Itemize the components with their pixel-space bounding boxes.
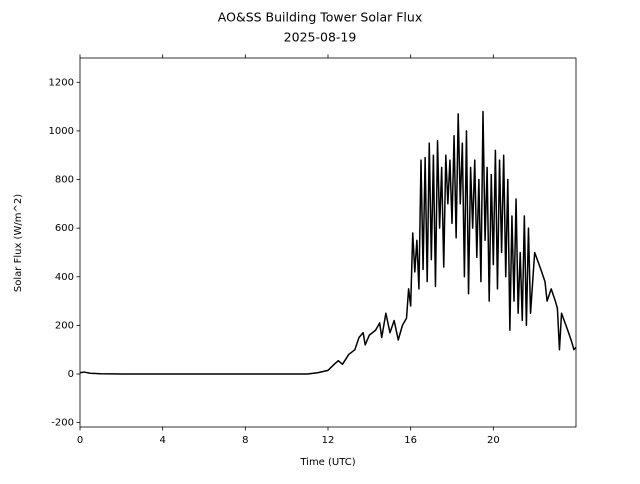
y-tick-label: 1000 bbox=[49, 126, 74, 137]
x-tick-label: 0 bbox=[77, 435, 83, 446]
x-tick-label: 16 bbox=[404, 435, 417, 446]
y-tick-label: 400 bbox=[55, 272, 74, 283]
x-tick-label: 12 bbox=[322, 435, 335, 446]
y-axis-label: Solar Flux (W/m^2) bbox=[13, 194, 24, 292]
chart-subtitle: 2025-08-19 bbox=[284, 30, 357, 45]
y-tick-label: 200 bbox=[55, 320, 74, 331]
y-tick-label: 600 bbox=[55, 223, 74, 234]
chart-title: AO&SS Building Tower Solar Flux bbox=[218, 10, 422, 25]
y-tick-label: 0 bbox=[68, 369, 74, 380]
y-tick-label: -200 bbox=[51, 418, 74, 429]
x-tick-label: 8 bbox=[242, 435, 248, 446]
flux-line bbox=[79, 110, 577, 375]
x-tick-label: 4 bbox=[159, 435, 165, 446]
x-axis-label: Time (UTC) bbox=[299, 457, 355, 468]
x-tick-label: 20 bbox=[487, 435, 500, 446]
y-tick-label: 1200 bbox=[49, 77, 74, 88]
y-tick-label: 800 bbox=[55, 175, 74, 186]
